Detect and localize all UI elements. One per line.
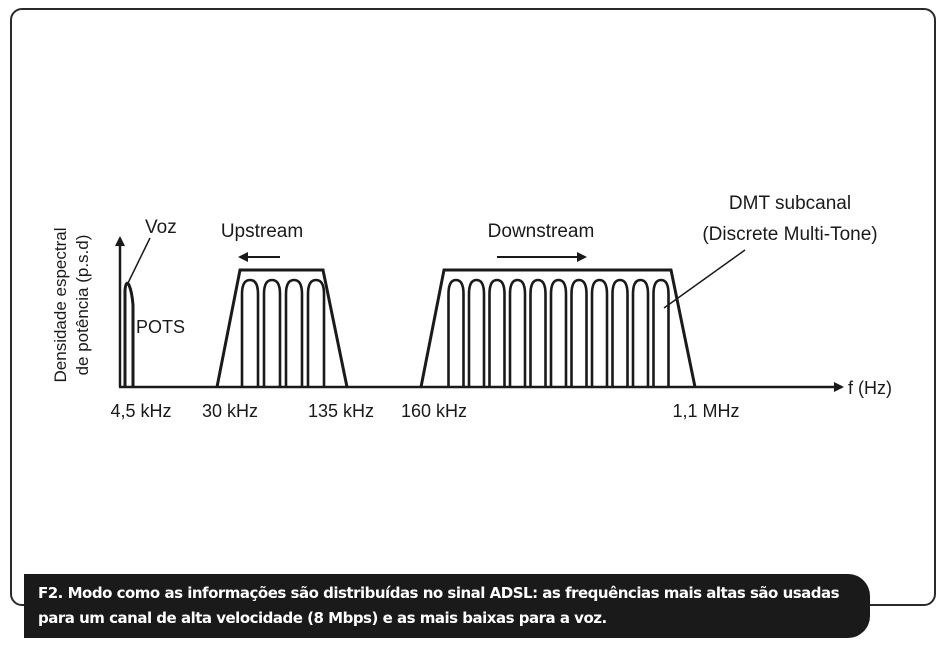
voz-label: Voz <box>145 217 177 238</box>
subcarrier <box>549 278 568 387</box>
upstream-band-envelope <box>215 268 349 388</box>
dmt-label-line1: DMT subcanal <box>729 193 851 214</box>
subcarrier <box>590 278 609 387</box>
tick-label-30khz: 30 kHz <box>202 401 258 421</box>
tick-label-135khz: 135 kHz <box>308 401 374 421</box>
downstream-label: Downstream <box>488 221 595 242</box>
pots-band <box>123 281 135 387</box>
x-axis-label: f (Hz) <box>848 378 892 398</box>
subcarrier <box>447 278 465 387</box>
y-axis-label-line1: Densidade espectral <box>51 228 70 383</box>
subcarrier <box>467 278 486 387</box>
subcarrier <box>240 278 260 387</box>
dmt-pointer <box>663 249 746 309</box>
downstream-band-envelope <box>419 268 697 388</box>
figure-caption: F2. Modo como as informações são distrib… <box>24 574 870 638</box>
pots-label: POTS <box>136 317 185 337</box>
upstream-subcarriers <box>240 278 326 387</box>
subcarrier <box>570 278 588 387</box>
tick-label-160khz: 160 kHz <box>401 401 467 421</box>
dmt-label-line2: (Discrete Multi-Tone) <box>702 224 877 245</box>
downstream-subcarriers <box>447 278 670 387</box>
y-axis-label-line2: de potência (p.s.d) <box>73 235 92 376</box>
upstream-label: Upstream <box>221 221 303 242</box>
subcarrier <box>508 278 527 387</box>
subcarrier <box>284 278 304 387</box>
subcarrier <box>488 278 506 387</box>
subcarrier <box>529 278 547 387</box>
tick-label-1-1mhz: 1,1 MHz <box>672 401 739 421</box>
figure-frame <box>10 8 936 606</box>
subcarrier <box>631 278 650 387</box>
voz-pointer <box>127 237 151 284</box>
subcarrier <box>306 278 326 387</box>
caption-text: F2. Modo como as informações são distrib… <box>38 584 840 627</box>
tick-label-4-5khz: 4,5 kHz <box>110 401 171 421</box>
subcarrier <box>611 278 629 387</box>
subcarrier <box>262 278 282 387</box>
subcarrier <box>652 278 670 387</box>
